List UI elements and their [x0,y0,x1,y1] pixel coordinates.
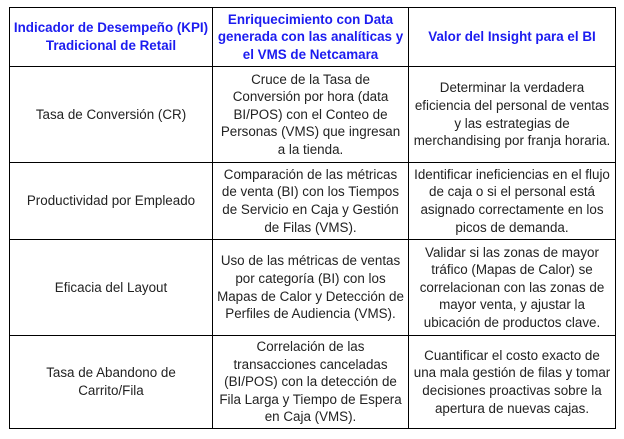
cell-text-line: por categoría (BI) con los [235,270,386,286]
header-enrichment: Enriquecimiento con Data generada con las… [212,7,409,67]
cell-text-line: Mapas de Calor y Detección de [217,288,404,304]
cell-text-line: Tasa de Abandono de [46,365,176,381]
cell-text-line: Tradicional de Retail [45,38,177,53]
cell-text-line: una mala gestión de filas y tomar [413,365,611,381]
cell-text-line: transacciones canceladas [233,356,388,372]
cell-text-line: Carrito/Fila [78,383,144,398]
cell-text-line: Cuantificar el costo exacto de [424,347,600,363]
cell-insight-value: Identificar ineficiencias en el flujo de … [408,162,616,240]
table-row: Tasa de Abandono de Carrito/Fila Correlaci… [9,335,616,429]
cell-text-line: apertura de nuevas cajas. [434,400,590,416]
cell-text-line: (BI/POS) con la detección de [224,374,397,390]
cell-text-line: generada con las analíticas y [217,29,404,45]
header-kpi: Indicador de Desempeño (KPI) Tradicional … [9,7,213,67]
cell-text-line: en Caja (VMS). [264,409,357,425]
cell-text-line: de venta (BI) con los Tiempos [221,184,400,200]
cell-text-line: Personas (VMS) que ingresan [220,124,401,140]
cell-text-line: Productividad por Empleado [26,193,196,209]
cell-text-line: Conversión por hora (data [232,89,389,105]
cell-insight-value: Validar si las zonas de mayor tráfico (Ma… [408,239,616,336]
cell-kpi: Eficacia del Layout [9,239,213,336]
table-row: Eficacia del Layout Uso de las métricas d… [9,239,616,336]
cell-text-line: de Filas (VMS). [264,219,357,235]
cell-text-line: asignado correctamente en los [420,202,604,217]
header-row: Indicador de Desempeño (KPI) Tradicional … [9,7,616,67]
cell-text-line: Perfiles de Audiencia (VMS). [225,306,396,322]
cell-kpi: Productividad por Empleado [9,162,213,240]
cell-enrichment: Uso de las métricas de ventas por categor… [212,239,409,336]
cell-text-line: el VMS de Netcamara [242,46,379,62]
header-insight-value: Valor del Insight para el BI [408,7,616,67]
kpi-table: Indicador de Desempeño (KPI) Tradicional … [9,7,616,429]
cell-kpi: Tasa de Conversión (CR) [9,66,213,163]
cell-insight-value: Determinar la verdadera eficiencia del pe… [408,66,616,163]
cell-text-line: mayor venta, y ajustar la [439,297,585,313]
cell-text-line: Fila Larga y Tiempo de Espera [219,391,402,407]
cell-text-line: eficiencia del personal de ventas [414,97,610,113]
table-row: Tasa de Conversión (CR) Cruce de la Tasa … [9,66,616,163]
cell-text-line: correlacionan con las zonas de [419,279,605,295]
cell-text-line: merchandising por franja horaria. [413,133,611,149]
cell-text-line: a la tienda. [277,141,344,157]
cell-text-line: Determinar la verdadera [439,80,585,96]
cell-kpi: Tasa de Abandono de Carrito/Fila [9,335,213,429]
cell-text-line: Indicador de Desempeño (KPI) [13,20,209,36]
cell-text-line: Tasa de Conversión (CR) [35,106,187,122]
cell-text-line: de Servicio en Caja y Gestión [222,202,399,217]
cell-text-line: Eficacia del Layout [54,279,168,295]
cell-text-line: de caja o si el personal está [429,184,595,200]
cell-enrichment: Cruce de la Tasa de Conversión por hora (… [212,66,409,163]
table-row: Productividad por Empleado Comparación de… [9,162,616,240]
cell-text-line: Cruce de la Tasa de [251,71,370,87]
cell-text-line: Valor del Insight para el BI [428,29,596,45]
cell-enrichment: Correlación de las transacciones cancelad… [212,335,409,429]
cell-insight-value: Cuantificar el costo exacto de una mala g… [408,335,616,429]
cell-text-line: BI/POS) con el Conteo de [233,106,388,122]
cell-text-line: Validar si las zonas de mayor [425,244,599,260]
cell-enrichment: Comparación de las métricas de venta (BI)… [212,162,409,240]
cell-text-line: Uso de las métricas de ventas [220,253,401,269]
cell-text-line: Enriquecimiento con Data [227,11,394,27]
cell-text-line: decisiones proactivas sobre la [422,383,602,398]
cell-text-line: Comparación de las métricas [223,166,398,182]
cell-text-line: tráfico (Mapas de Calor) se [431,262,593,278]
cell-text-line: Identificar ineficiencias en el flujo [414,166,610,182]
cell-text-line: ubicación de productos clave. [423,314,601,330]
cell-text-line: picos de demanda. [455,219,569,235]
cell-text-line: Correlación de las [256,339,365,355]
cell-text-line: y las estrategias de [454,115,570,131]
